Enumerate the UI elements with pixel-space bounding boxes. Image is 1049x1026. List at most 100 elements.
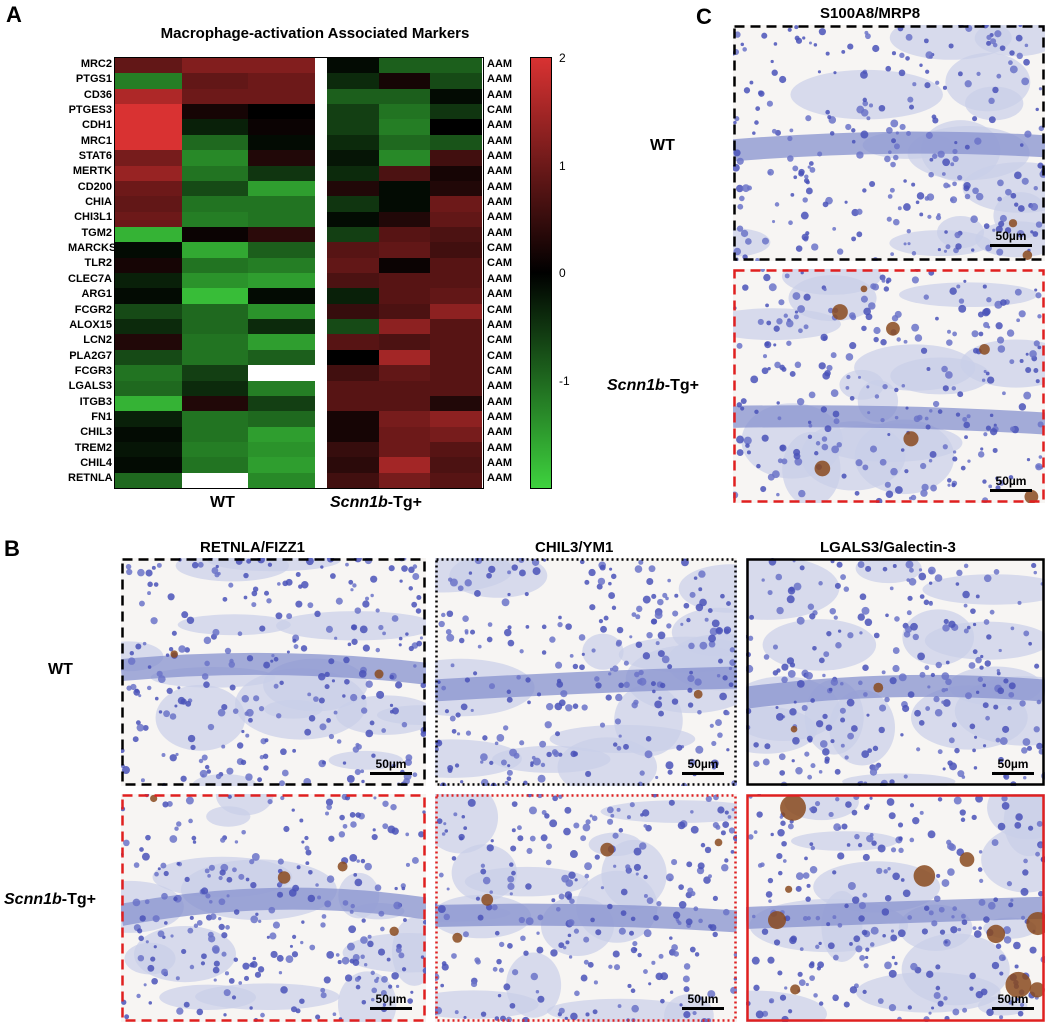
heatmap-gene-label: PTGS1: [75, 73, 112, 86]
heatmap-cell: [181, 73, 249, 90]
heatmap-cell: [248, 303, 316, 320]
heatmap-cell: [181, 211, 249, 228]
heatmap-class-label: CAM: [487, 303, 513, 316]
heatmap-cell: [248, 319, 316, 335]
heatmap-gene-label: TREM2: [74, 441, 112, 454]
heatmap-cell: [430, 88, 483, 105]
panel-b-stain-2: CHIL3/YM1: [535, 539, 614, 556]
heatmap-cell: [181, 104, 249, 120]
heatmap-cell: [378, 134, 431, 151]
heatmap-cell: [327, 73, 380, 90]
heatmap-cell: [115, 226, 183, 243]
heatmap-class-label: AAM: [487, 441, 513, 454]
heatmap-cell: [181, 196, 249, 213]
micrograph-b-chil3-tg: [435, 794, 737, 1022]
heatmap-group-wt: WT: [210, 494, 235, 511]
heatmap-cell: [181, 257, 249, 274]
heatmap-gene-label: MRC1: [80, 134, 112, 147]
heatmap-cell: [181, 88, 249, 105]
heatmap-cell: [181, 380, 249, 397]
heatmap-cell: [248, 273, 316, 289]
micrograph-b-lgals3-tg: [746, 794, 1045, 1022]
heatmap-cell: [248, 150, 316, 166]
heatmap-cell: [327, 472, 380, 489]
heatmap-cell: [430, 165, 483, 182]
heatmap-cell: [378, 349, 431, 366]
heatmap-cell: [115, 457, 183, 474]
heatmap-cell: [248, 180, 316, 197]
heatmap-cell: [181, 226, 249, 243]
heatmap-cell: [327, 273, 380, 289]
heatmap-cell: [327, 104, 380, 120]
heatmap-cell: [115, 380, 183, 397]
heatmap-cell: [248, 257, 316, 274]
heatmap-cell: [115, 257, 183, 274]
colorbar-ticks: 2 1 0 -1: [553, 51, 583, 489]
panel-c-row-tg: Scnn1b-Tg+: [607, 377, 699, 395]
heatmap-cell: [115, 395, 183, 412]
heatmap-cell: [248, 395, 316, 412]
heatmap-cell: [327, 165, 380, 182]
heatmap-gene-label: FCGR2: [74, 303, 112, 316]
heatmap-cell: [378, 365, 431, 381]
heatmap-gene-label: TLR2: [84, 257, 113, 270]
heatmap-gene-label: STAT6: [78, 150, 112, 163]
heatmap-gene-label: CLEC7A: [68, 272, 113, 285]
scalebar-b1-wt: 50µm: [370, 757, 412, 775]
heatmap-cell: [248, 242, 316, 259]
heatmap-cell: [115, 73, 183, 90]
heatmap-cell: [327, 411, 380, 428]
heatmap-class-label: CAM: [487, 334, 513, 347]
heatmap-gene-label: MARCKS: [68, 242, 117, 255]
heatmap-gene-label: FCGR3: [74, 364, 112, 377]
heatmap-cell: [115, 319, 183, 335]
heatmap-cell: [378, 380, 431, 397]
heatmap-colorbar: [530, 57, 552, 489]
heatmap-cell: [115, 472, 183, 489]
heatmap-cell: [248, 165, 316, 182]
heatmap-class-label: CAM: [487, 242, 513, 255]
heatmap-cell: [378, 58, 431, 74]
heatmap-cell: [378, 257, 431, 274]
heatmap-cell: [430, 457, 483, 474]
heatmap-cell: [327, 288, 380, 305]
heatmap-cell: [327, 257, 380, 274]
heatmap-cell: [248, 119, 316, 136]
heatmap-cell: [248, 58, 316, 74]
heatmap-cell: [430, 395, 483, 412]
heatmap-cell: [378, 196, 431, 213]
heatmap-cell: [115, 58, 183, 74]
heatmap-cell: [115, 165, 183, 182]
scalebar-b2-wt: 50µm: [682, 757, 724, 775]
heatmap-class-label: CAM: [487, 349, 513, 362]
colorbar-tick-label: 0: [559, 266, 566, 280]
heatmap-cell: [430, 242, 483, 259]
heatmap-class-label: AAM: [487, 150, 513, 163]
heatmap-class-label: AAM: [487, 211, 513, 224]
heatmap-cell: [181, 242, 249, 259]
heatmap-gene-label: TGM2: [81, 226, 112, 239]
heatmap-cell: [248, 457, 316, 474]
heatmap-class-label: AAM: [487, 134, 513, 147]
micrograph-b-retnla-wt: [121, 558, 426, 786]
scalebar-c-wt: 50µm: [990, 229, 1032, 247]
heatmap-cell: [327, 242, 380, 259]
heatmap-title: Macrophage-activation Associated Markers: [160, 25, 470, 42]
heatmap-gene-label: CD200: [77, 180, 112, 193]
heatmap-cell: [248, 365, 316, 381]
heatmap-class-label: AAM: [487, 272, 513, 285]
heatmap-cell: [378, 319, 431, 335]
heatmap-cell: [378, 180, 431, 197]
scalebar-b2-tg: 50µm: [682, 992, 724, 1010]
heatmap-cell: [430, 441, 483, 458]
heatmap-cell: [181, 426, 249, 443]
heatmap-cell: [430, 58, 483, 74]
heatmap-cell: [115, 134, 183, 151]
heatmap-cell: [378, 426, 431, 443]
heatmap-class-label: AAM: [487, 318, 513, 331]
heatmap-cell: [181, 411, 249, 428]
heatmap-cell: [378, 73, 431, 90]
heatmap-cell: [248, 349, 316, 366]
heatmap-cell: [430, 73, 483, 90]
heatmap-cell: [430, 196, 483, 213]
